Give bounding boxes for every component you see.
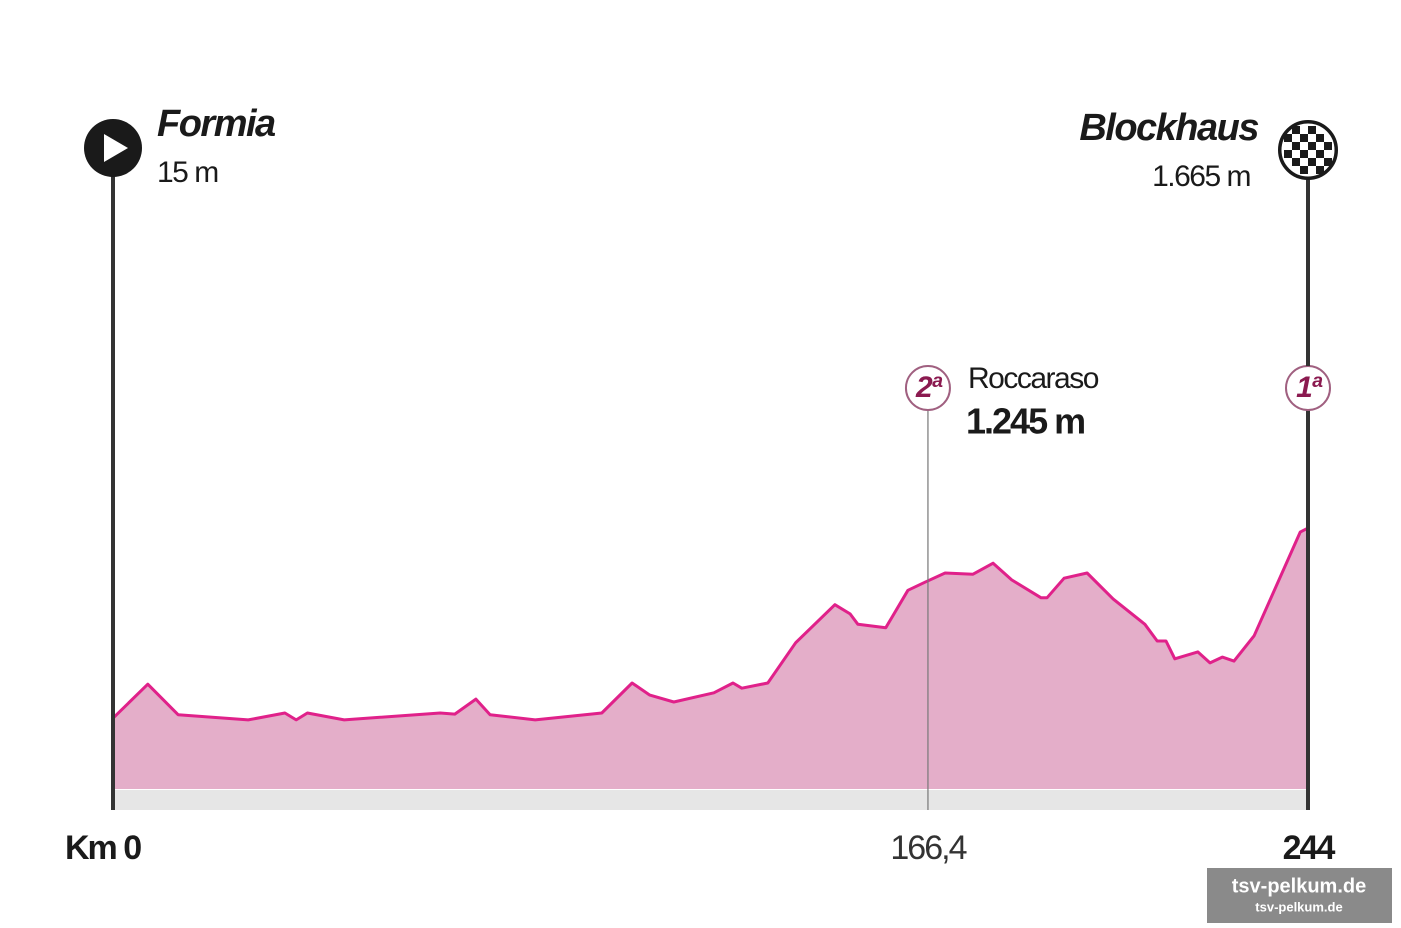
checker-square bbox=[1324, 142, 1332, 150]
finish-ring bbox=[1278, 120, 1338, 180]
watermark: tsv-pelkum.de bbox=[1255, 899, 1342, 914]
watermark-box bbox=[1207, 868, 1392, 923]
checker-square bbox=[1292, 126, 1300, 134]
climb-name: Roccaraso bbox=[968, 362, 1099, 395]
checker-square bbox=[1292, 158, 1300, 166]
finish-checker bbox=[1284, 126, 1332, 174]
checker-square bbox=[1284, 134, 1292, 142]
watermark: tsv-pelkum.de bbox=[1232, 875, 1366, 897]
checker-square bbox=[1308, 126, 1316, 134]
climb-category: 2ª bbox=[915, 371, 943, 404]
start-arrow bbox=[104, 134, 128, 162]
checker-square bbox=[1300, 166, 1308, 174]
finish-name: Blockhaus bbox=[1079, 107, 1258, 149]
elevation-area bbox=[113, 528, 1308, 789]
checker-square bbox=[1300, 150, 1308, 158]
x-tick-label: 244 bbox=[1283, 829, 1336, 867]
checker-square bbox=[1324, 158, 1332, 166]
checker-square bbox=[1316, 134, 1324, 142]
climb-category: 1ª bbox=[1296, 371, 1323, 404]
checker-square bbox=[1308, 158, 1316, 166]
checker-square bbox=[1316, 150, 1324, 158]
checker-square bbox=[1300, 134, 1308, 142]
checker-square bbox=[1284, 150, 1292, 158]
checker-square bbox=[1316, 166, 1324, 174]
finish-elevation: 1.665 m bbox=[1152, 160, 1250, 193]
x-tick-label: Km 0 bbox=[65, 829, 141, 867]
checker-square bbox=[1308, 142, 1316, 150]
climb-elevation: 1.245 m bbox=[966, 401, 1084, 442]
x-tick-label: 166,4 bbox=[890, 829, 966, 867]
checker-square bbox=[1292, 142, 1300, 150]
climb-badge bbox=[904, 365, 951, 411]
elevation-line bbox=[111, 526, 1309, 722]
start-elevation: 15 m bbox=[157, 156, 218, 189]
base-band bbox=[113, 790, 1308, 810]
start-name: Formia bbox=[157, 103, 276, 145]
